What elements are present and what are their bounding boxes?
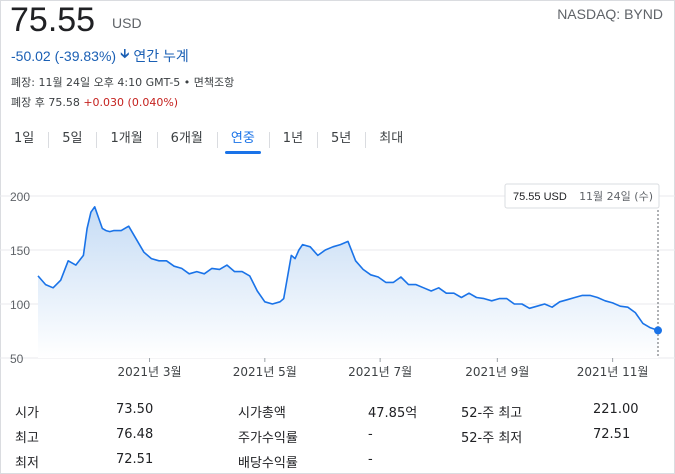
stat-label-open: 시가 xyxy=(15,406,39,421)
stat-label-52w-low: 52-주 최저 xyxy=(461,431,523,446)
stat-label-dividend: 배당수익률 xyxy=(238,456,298,471)
market-close-info: 폐장: 11월 24일 오후 4:10 GMT-5 • 면책조항 xyxy=(11,76,235,89)
current-point xyxy=(654,326,662,335)
tooltip-box xyxy=(504,183,660,209)
x-tick-label: 2021년 9월 xyxy=(465,365,529,379)
change-period: 연간 누계 xyxy=(133,48,189,64)
after-hours: 폐장 후 75.58 +0.030 (0.040%) xyxy=(11,94,178,110)
range-tabs: 1일 5일 1개월 6개월 연중 1년 5년 최대 xyxy=(0,126,675,156)
x-tick-label: 2021년 3월 xyxy=(117,365,181,379)
y-tick-label: 100 xyxy=(10,298,30,312)
tab-ytd[interactable]: 연중 xyxy=(216,128,269,154)
y-tick-label: 150 xyxy=(10,244,30,258)
stat-value-dividend: - xyxy=(368,452,373,467)
stat-label-low: 최저 xyxy=(15,456,39,471)
stat-value-52w-low: 72.51 xyxy=(593,427,631,442)
currency-label: USD xyxy=(112,15,142,31)
stat-value-52w-high: 221.00 xyxy=(593,402,639,417)
stat-label-pe: 주가수익률 xyxy=(238,431,298,446)
stat-value-pe: - xyxy=(368,427,373,442)
price-chart[interactable]: 200 150 100 50 2021년 3월 2021년 5월 2021년 7월 2021년… xyxy=(0,170,675,390)
arrow-down-icon: 🡳 xyxy=(120,46,130,61)
stat-label-mktcap: 시가총액 xyxy=(238,406,286,421)
stat-value-low: 72.51 xyxy=(116,452,154,467)
tab-max[interactable]: 최대 xyxy=(365,128,417,154)
y-tick-label: 200 xyxy=(10,190,30,204)
stat-value-open: 73.50 xyxy=(116,402,154,417)
x-tick-label: 2021년 11월 xyxy=(577,365,649,379)
current-price: 75.55 xyxy=(10,1,96,39)
price-change: -50.02 (-39.83%) 🡳 연간 누계 xyxy=(11,45,189,67)
price-line xyxy=(37,206,659,332)
price-area xyxy=(38,206,658,358)
stat-value-mktcap: 47.85억 xyxy=(368,406,418,421)
tooltip-date: 11월 24일 (수) xyxy=(579,189,653,203)
tab-5y[interactable]: 5년 xyxy=(317,128,365,154)
tab-6m[interactable]: 6개월 xyxy=(156,128,217,154)
after-hours-price: 폐장 후 75.58 xyxy=(11,96,80,109)
stat-value-high: 76.48 xyxy=(116,427,154,442)
tab-1m[interactable]: 1개월 xyxy=(96,128,156,154)
ticker-symbol[interactable]: NASDAQ: BYND xyxy=(557,6,663,22)
y-tick-label: 50 xyxy=(10,352,24,366)
after-hours-delta: +0.030 (0.040%) xyxy=(83,96,179,109)
tooltip-value: 75.55 USD xyxy=(513,191,567,203)
change-value: -50.02 (-39.83%) xyxy=(11,48,117,64)
x-tick-label: 2021년 5월 xyxy=(233,365,297,379)
tab-1y[interactable]: 1년 xyxy=(268,128,317,154)
stat-label-52w-high: 52-주 최고 xyxy=(461,406,523,421)
tab-5d[interactable]: 5일 xyxy=(48,128,96,154)
stat-label-high: 최고 xyxy=(15,431,39,446)
x-tick-label: 2021년 7월 xyxy=(348,365,412,379)
tab-1d[interactable]: 1일 xyxy=(14,131,35,146)
